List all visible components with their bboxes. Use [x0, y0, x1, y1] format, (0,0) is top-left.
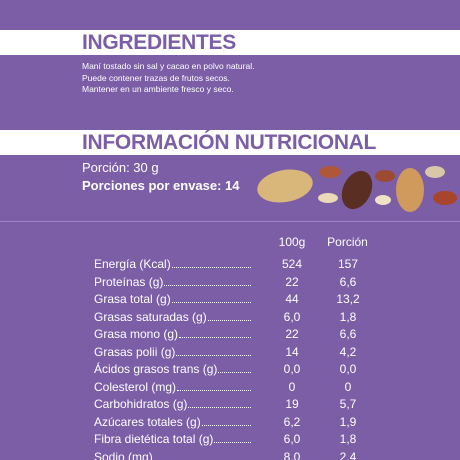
title-band — [0, 30, 460, 55]
nutrition-row: Azúcares totales (g) 6,2 1,9 — [94, 415, 364, 431]
ingredient-line: Mantener en un ambiente fresco y seco. — [82, 84, 234, 94]
nutrition-row: Grasa mono (g) 22 6,6 — [94, 327, 364, 343]
value-100g: 8,0 — [283, 449, 301, 460]
nutrition-row: Grasas polii (g) 14 4,2 — [94, 345, 364, 361]
value-100g: 44 — [285, 292, 299, 306]
nutrient-name: Ácidos grasos trans (g) — [94, 362, 218, 376]
dot-leader — [214, 432, 251, 443]
dot-leader — [177, 380, 251, 391]
value-100g: 0 — [288, 379, 296, 394]
row-label-wrap: Ácidos grasos trans (g) — [94, 362, 252, 376]
value-100g: 6,0 — [283, 309, 301, 324]
nutrient-name: Energía (Kcal) — [94, 257, 171, 271]
value-100g: 22 — [285, 274, 299, 289]
nutrient-name: Colesterol (mg) — [94, 379, 177, 394]
row-label-wrap: Grasa total (g) — [94, 292, 252, 306]
value-portion: 1,8 — [339, 432, 357, 446]
nutrition-row: Sodio (mg) 8,0 2,4 — [94, 450, 364, 460]
servings: Porciones por envase: 14 — [82, 178, 240, 193]
value-portion: 2,4 — [339, 449, 357, 460]
title-band — [0, 130, 460, 155]
nutrient-name: Grasa total (g) — [94, 292, 171, 306]
dot-leader — [207, 310, 251, 321]
value-portion: 1,9 — [339, 414, 357, 429]
row-label-wrap: Energía (Kcal) — [94, 257, 252, 271]
row-label-wrap: Grasas polii (g) — [94, 345, 252, 359]
row-label-wrap: Sodio (mg) — [94, 450, 252, 460]
value-100g: 0,0 — [283, 362, 301, 376]
separator — [0, 221, 460, 222]
nutrition-row: Proteínas (g) 22 6,6 — [94, 275, 364, 291]
dot-leader — [153, 450, 251, 460]
row-label-wrap: Azúcares totales (g) — [94, 415, 252, 429]
portion: Porción: 30 g — [82, 160, 159, 175]
value-100g: 14 — [285, 344, 299, 359]
value-portion: 0,0 — [339, 362, 357, 376]
ingredients-title: INGREDIENTES — [82, 31, 236, 54]
value-portion: 157 — [337, 257, 359, 271]
row-label-wrap: Grasa mono (g) — [94, 327, 252, 341]
row-label-wrap: Fibra dietética total (g) — [94, 432, 252, 446]
value-portion: 4,2 — [339, 344, 357, 359]
dot-leader — [171, 292, 251, 303]
nutrition-title: INFORMACIÓN NUTRICIONAL — [82, 131, 377, 154]
nutrient-name: Sodio (mg) — [94, 449, 153, 460]
nutrition-row: Carbohidratos (g) 19 5,7 — [94, 397, 364, 413]
value-portion: 0 — [344, 379, 352, 394]
nutrition-row: Grasas saturadas (g) 6,0 1,8 — [94, 310, 364, 326]
dot-leader — [218, 362, 251, 373]
nutrient-name: Grasas saturadas (g) — [94, 309, 207, 324]
row-label-wrap: Colesterol (mg) — [94, 380, 252, 394]
row-label-wrap: Carbohidratos (g) — [94, 397, 252, 411]
ingredient-line: Puede contener trazas de frutos secos. — [82, 73, 230, 83]
nutrient-name: Azúcares totales (g) — [94, 414, 201, 429]
dot-leader — [176, 345, 251, 356]
row-label-wrap: Proteínas (g) — [94, 275, 252, 289]
dot-leader — [179, 327, 251, 338]
nutrient-name: Carbohidratos (g) — [94, 397, 188, 411]
value-100g: 22 — [285, 327, 299, 341]
dot-leader — [188, 397, 251, 408]
nutrient-name: Fibra dietética total (g) — [94, 432, 214, 446]
value-portion: 1,8 — [339, 309, 357, 324]
nutrition-row: Fibra dietética total (g) 6,0 1,8 — [94, 432, 364, 448]
value-100g: 6,0 — [283, 432, 301, 446]
nuts-image — [257, 166, 457, 212]
column-header: Porción — [327, 235, 368, 249]
value-portion: 5,7 — [339, 397, 357, 411]
dot-leader — [201, 415, 251, 426]
dot-leader — [171, 257, 251, 268]
value-100g: 6,2 — [283, 414, 301, 429]
value-100g: 524 — [281, 257, 303, 271]
nutrition-row: Colesterol (mg) 0 0 — [94, 380, 364, 396]
nutrition-row: Grasa total (g) 44 13,2 — [94, 292, 364, 308]
nutrient-name: Proteínas (g) — [94, 274, 164, 289]
dot-leader — [164, 275, 251, 286]
nutrition-row: Energía (Kcal) 524 157 — [94, 257, 364, 273]
column-header: 100g — [278, 235, 306, 249]
value-portion: 13,2 — [336, 292, 360, 306]
nutrient-name: Grasas polii (g) — [94, 344, 176, 359]
row-label-wrap: Grasas saturadas (g) — [94, 310, 252, 324]
value-portion: 6,6 — [339, 327, 357, 341]
value-100g: 19 — [285, 397, 299, 411]
value-portion: 6,6 — [339, 274, 357, 289]
nutrient-name: Grasa mono (g) — [94, 327, 179, 341]
nutrition-row: Ácidos grasos trans (g) 0,0 0,0 — [94, 362, 364, 378]
ingredient-line: Maní tostado sin sal y cacao en polvo na… — [82, 61, 255, 71]
